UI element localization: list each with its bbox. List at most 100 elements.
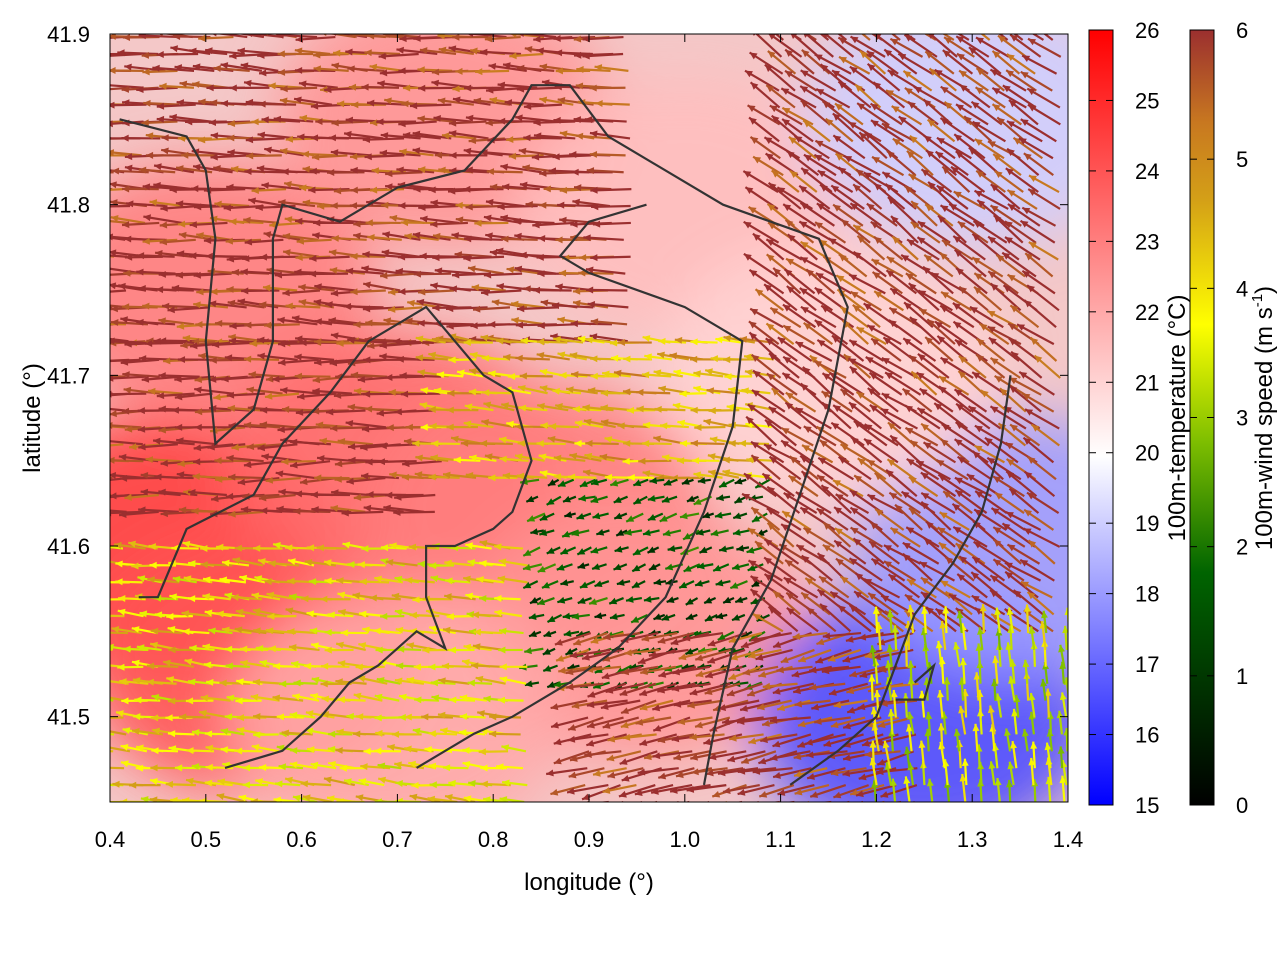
wind-arrow: [412, 231, 451, 241]
wind-arrow: [591, 563, 607, 571]
wind-arrow: [710, 529, 729, 537]
wind-arrow: [705, 800, 710, 802]
wind-arrow: [197, 136, 232, 144]
wind-arrow: [683, 563, 701, 573]
wind-arrow: [259, 421, 297, 429]
wind-colorbar-title: 100m-wind speed (m s-1): [1249, 286, 1278, 550]
wind-arrow: [346, 476, 386, 485]
wind-arrow: [595, 100, 630, 107]
wind-arrow: [228, 473, 266, 481]
wind-arrow: [418, 84, 459, 92]
wind-arrow: [567, 473, 597, 481]
wind-arrow: [393, 509, 435, 517]
wind-arrow: [516, 472, 548, 480]
wind-arrow: [723, 356, 755, 364]
wind-arrow: [631, 580, 646, 589]
wind-arrow: [110, 783, 114, 787]
wind-arrow: [374, 575, 404, 584]
wind-arrow: [428, 186, 469, 194]
wind-colorbar-title-sup: -1: [1249, 294, 1266, 307]
wind-arrow: [301, 150, 337, 158]
wind-arrow: [110, 171, 114, 174]
wind-arrow: [320, 662, 350, 670]
wind-arrow: [594, 612, 607, 620]
wind-arrow: [452, 34, 489, 41]
wind-arrow: [248, 197, 286, 208]
wind-arrow: [343, 130, 384, 140]
wind-arrow: [569, 452, 602, 462]
wind-arrow: [513, 217, 555, 225]
wind-arrow: [227, 299, 265, 309]
wind-arrow: [604, 473, 633, 481]
wind-arrow: [557, 201, 597, 209]
wind-arrow: [667, 545, 683, 553]
wind-arrow: [590, 318, 628, 326]
wind-arrow: [377, 762, 402, 770]
wind-arrow: [196, 232, 232, 241]
wind-arrow: [167, 306, 210, 314]
wind-arrow: [246, 386, 283, 395]
wind-arrow: [446, 406, 479, 414]
wind-arrow: [282, 249, 319, 258]
wind-arrow: [679, 512, 700, 520]
wind-arrow: [546, 613, 563, 623]
wind-arrow: [404, 576, 435, 584]
wind-arrow: [327, 169, 365, 177]
wind-arrow: [465, 542, 492, 550]
wind-arrow: [294, 353, 335, 361]
wind-arrow: [465, 203, 503, 211]
wind-arrow: [624, 528, 643, 536]
temperature-colorbar-tick-label: 25: [1135, 88, 1159, 113]
wind-arrow: [641, 439, 672, 447]
wind-arrow: [731, 563, 750, 571]
wind-arrow: [373, 627, 401, 635]
wind-arrow: [110, 631, 128, 635]
wind-arrow: [431, 79, 473, 89]
wind-arrow: [315, 421, 352, 429]
wind-arrow: [81, 798, 106, 805]
wind-arrow: [362, 136, 405, 144]
wind-arrow: [438, 677, 470, 685]
x-tick-label: 0.9: [574, 827, 605, 852]
wind-arrow: [625, 512, 644, 523]
wind-colorbar-tick-label: 5: [1236, 147, 1248, 172]
wind-arrow: [451, 271, 491, 279]
wind-arrow: [661, 495, 678, 503]
wind-arrow: [131, 727, 163, 736]
wind-arrow: [501, 235, 538, 243]
wind-arrow: [532, 221, 575, 229]
wind-arrow: [799, 800, 832, 802]
wind-arrow: [74, 511, 109, 518]
wind-arrow: [193, 301, 229, 309]
wind-arrow: [136, 644, 162, 652]
wind-arrow: [146, 678, 177, 686]
wind-arrow: [682, 529, 700, 541]
wind-arrow: [264, 392, 300, 400]
wind-arrow: [161, 302, 200, 310]
wind-arrow: [246, 443, 284, 451]
wind-arrow: [625, 596, 643, 603]
wind-arrow: [428, 730, 458, 738]
wind-arrow: [396, 355, 435, 363]
wind-arrow: [244, 168, 285, 175]
wind-arrow: [229, 218, 264, 226]
wind-arrow: [684, 800, 690, 802]
wind-arrow: [638, 457, 672, 465]
wind-arrow: [280, 386, 320, 395]
wind-arrow: [193, 203, 234, 211]
wind-arrow: [369, 594, 401, 602]
wind-arrow: [562, 495, 577, 503]
wind-arrow: [383, 504, 425, 513]
wind-arrow: [251, 186, 287, 194]
wind-arrow: [188, 47, 228, 56]
wind-arrow: [716, 494, 731, 502]
wind-arrow: [631, 563, 647, 573]
wind-arrow: [110, 254, 115, 258]
wind-arrow: [553, 454, 586, 462]
wind-arrow: [176, 437, 218, 446]
y-tick-label: 41.5: [47, 705, 90, 730]
wind-arrow: [234, 747, 263, 755]
wind-arrow: [204, 779, 233, 787]
wind-arrow: [893, 800, 902, 802]
wind-arrow: [320, 680, 352, 688]
